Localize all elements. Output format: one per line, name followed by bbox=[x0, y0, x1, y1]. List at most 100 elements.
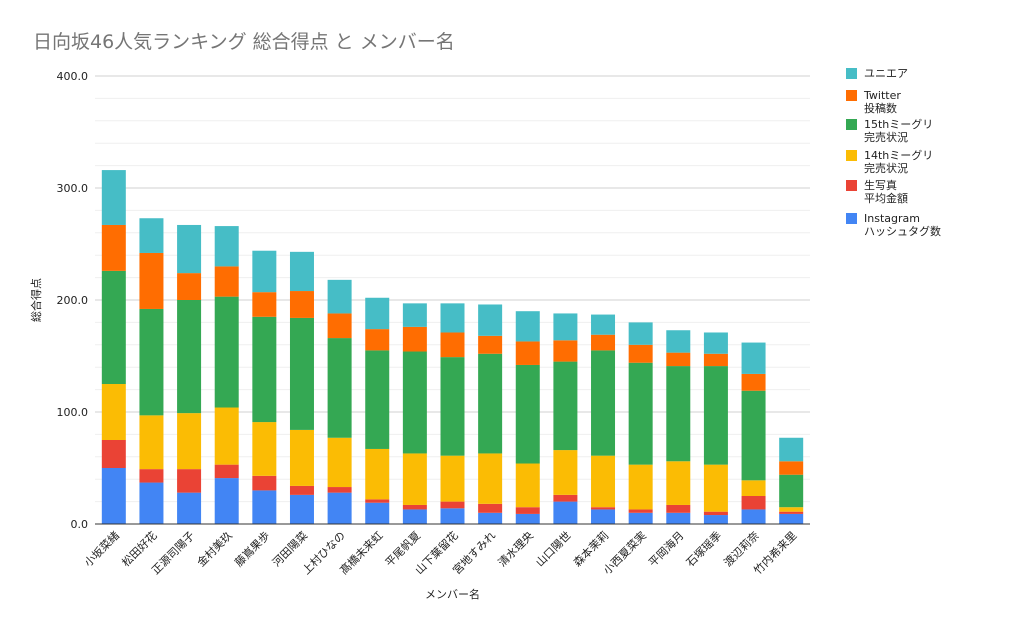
legend-swatch[interactable] bbox=[846, 150, 857, 161]
bar-segment[interactable] bbox=[666, 512, 691, 524]
bar-segment[interactable] bbox=[214, 266, 239, 297]
bar-segment[interactable] bbox=[779, 437, 804, 462]
bar-segment[interactable] bbox=[252, 250, 277, 293]
bar-segment[interactable] bbox=[741, 390, 766, 481]
bar-segment[interactable] bbox=[177, 300, 202, 414]
bar-segment[interactable] bbox=[327, 338, 352, 438]
bar-segment[interactable] bbox=[628, 509, 653, 513]
bar-segment[interactable] bbox=[703, 464, 728, 512]
bar-segment[interactable] bbox=[440, 332, 465, 358]
bar-segment[interactable] bbox=[177, 413, 202, 470]
bar-segment[interactable] bbox=[553, 361, 578, 451]
bar-segment[interactable] bbox=[553, 313, 578, 341]
bar-segment[interactable] bbox=[101, 440, 126, 468]
bar-segment[interactable] bbox=[402, 351, 427, 454]
bar-segment[interactable] bbox=[365, 350, 390, 449]
bar-segment[interactable] bbox=[402, 453, 427, 505]
legend-swatch[interactable] bbox=[846, 90, 857, 101]
bar-segment[interactable] bbox=[440, 303, 465, 333]
bar-segment[interactable] bbox=[703, 511, 728, 516]
legend-swatch[interactable] bbox=[846, 119, 857, 130]
bar-segment[interactable] bbox=[440, 455, 465, 502]
bar-segment[interactable] bbox=[741, 496, 766, 510]
bar-segment[interactable] bbox=[252, 292, 277, 317]
bar-segment[interactable] bbox=[591, 509, 616, 524]
bar-segment[interactable] bbox=[365, 448, 390, 500]
bar-segment[interactable] bbox=[741, 480, 766, 496]
bar-segment[interactable] bbox=[365, 329, 390, 351]
bar-segment[interactable] bbox=[515, 341, 540, 365]
bar-segment[interactable] bbox=[214, 464, 239, 479]
bar-segment[interactable] bbox=[666, 461, 691, 505]
bar-segment[interactable] bbox=[553, 340, 578, 362]
bar-segment[interactable] bbox=[515, 364, 540, 464]
bar-segment[interactable] bbox=[515, 507, 540, 514]
bar-segment[interactable] bbox=[252, 422, 277, 476]
bar-segment[interactable] bbox=[478, 304, 503, 336]
bar-segment[interactable] bbox=[177, 492, 202, 524]
bar-segment[interactable] bbox=[139, 482, 164, 524]
bar-segment[interactable] bbox=[252, 316, 277, 423]
bar-segment[interactable] bbox=[289, 494, 314, 524]
bar-segment[interactable] bbox=[214, 296, 239, 408]
bar-segment[interactable] bbox=[214, 407, 239, 465]
bar-segment[interactable] bbox=[553, 450, 578, 495]
bar-segment[interactable] bbox=[139, 308, 164, 416]
bar-segment[interactable] bbox=[515, 513, 540, 524]
legend-swatch[interactable] bbox=[846, 213, 857, 224]
bar-segment[interactable] bbox=[666, 366, 691, 462]
bar-segment[interactable] bbox=[591, 455, 616, 508]
bar-segment[interactable] bbox=[214, 478, 239, 524]
bar-segment[interactable] bbox=[779, 507, 804, 512]
bar-segment[interactable] bbox=[440, 501, 465, 509]
bar-segment[interactable] bbox=[478, 503, 503, 513]
bar-segment[interactable] bbox=[327, 492, 352, 524]
bar-segment[interactable] bbox=[365, 499, 390, 503]
bar-segment[interactable] bbox=[365, 502, 390, 524]
bar-segment[interactable] bbox=[666, 504, 691, 513]
bar-segment[interactable] bbox=[440, 508, 465, 524]
bar-segment[interactable] bbox=[252, 490, 277, 524]
bar-segment[interactable] bbox=[628, 362, 653, 465]
bar-segment[interactable] bbox=[177, 469, 202, 493]
bar-segment[interactable] bbox=[327, 487, 352, 493]
bar-segment[interactable] bbox=[289, 251, 314, 292]
bar-segment[interactable] bbox=[591, 334, 616, 351]
bar-segment[interactable] bbox=[177, 273, 202, 300]
bar-segment[interactable] bbox=[779, 511, 804, 514]
bar-segment[interactable] bbox=[327, 437, 352, 488]
bar-segment[interactable] bbox=[628, 512, 653, 524]
bar-segment[interactable] bbox=[327, 313, 352, 339]
bar-segment[interactable] bbox=[741, 342, 766, 374]
bar-segment[interactable] bbox=[402, 504, 427, 510]
bar-segment[interactable] bbox=[741, 373, 766, 391]
bar-segment[interactable] bbox=[628, 322, 653, 345]
bar-segment[interactable] bbox=[139, 218, 164, 253]
bar-segment[interactable] bbox=[289, 291, 314, 318]
bar-segment[interactable] bbox=[327, 279, 352, 314]
bar-segment[interactable] bbox=[101, 224, 126, 271]
bar-segment[interactable] bbox=[779, 461, 804, 475]
bar-segment[interactable] bbox=[478, 512, 503, 524]
bar-segment[interactable] bbox=[101, 384, 126, 440]
bar-segment[interactable] bbox=[101, 468, 126, 524]
bar-segment[interactable] bbox=[628, 464, 653, 510]
bar-segment[interactable] bbox=[666, 352, 691, 367]
bar-segment[interactable] bbox=[402, 509, 427, 524]
bar-segment[interactable] bbox=[214, 226, 239, 267]
bar-segment[interactable] bbox=[591, 350, 616, 456]
bar-segment[interactable] bbox=[139, 469, 164, 483]
bar-segment[interactable] bbox=[252, 475, 277, 491]
bar-segment[interactable] bbox=[741, 509, 766, 524]
bar-segment[interactable] bbox=[666, 330, 691, 353]
bar-segment[interactable] bbox=[101, 270, 126, 384]
bar-segment[interactable] bbox=[365, 297, 390, 330]
bar-segment[interactable] bbox=[553, 494, 578, 502]
bar-segment[interactable] bbox=[177, 224, 202, 274]
bar-segment[interactable] bbox=[703, 353, 728, 367]
bar-segment[interactable] bbox=[289, 485, 314, 495]
bar-segment[interactable] bbox=[289, 317, 314, 430]
bar-segment[interactable] bbox=[703, 332, 728, 354]
bar-segment[interactable] bbox=[101, 170, 126, 225]
bar-segment[interactable] bbox=[402, 303, 427, 327]
